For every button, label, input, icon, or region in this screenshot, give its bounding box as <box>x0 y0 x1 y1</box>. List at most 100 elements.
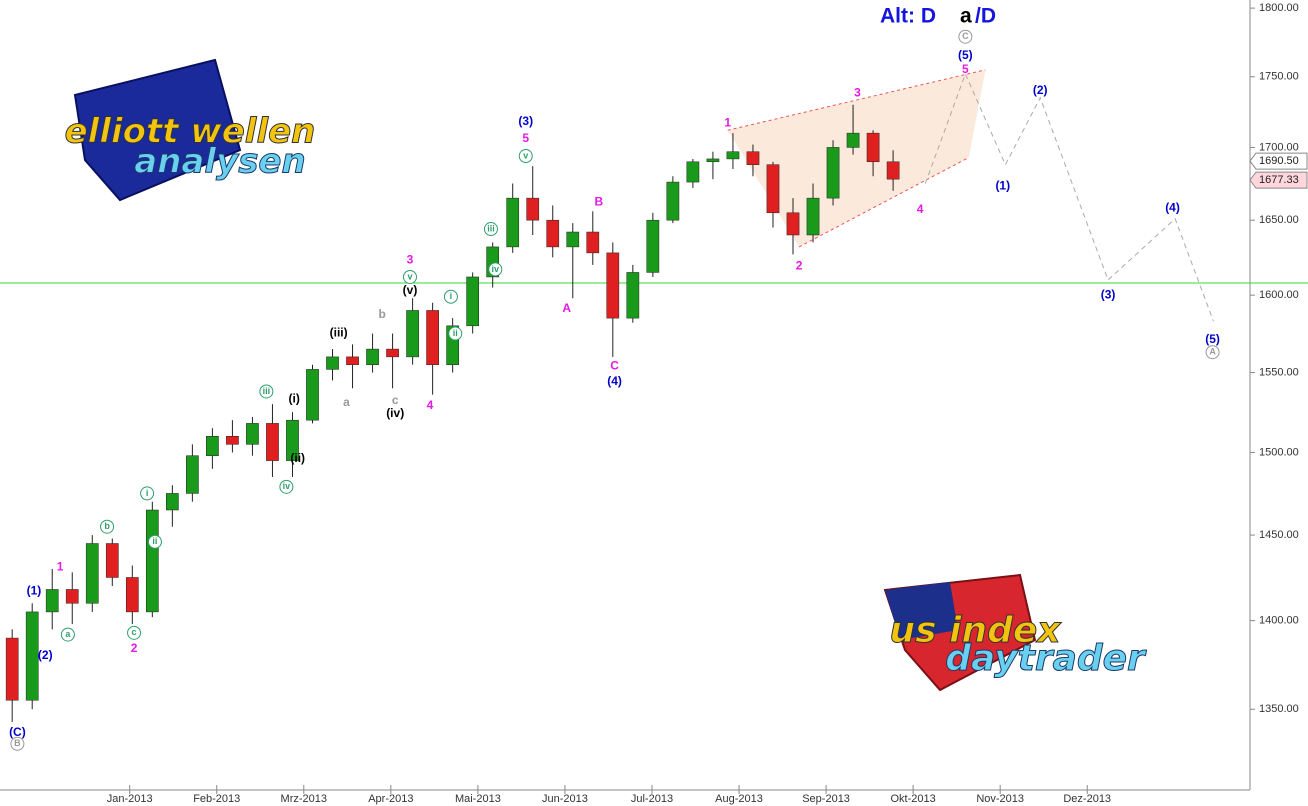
wave-label: B <box>595 195 604 209</box>
projection-path <box>924 72 1214 322</box>
candle-body <box>766 164 780 214</box>
wave-label: C <box>962 31 969 41</box>
x-tick-label: Dez-2013 <box>1063 793 1111 805</box>
logo-elliott: elliott wellen analysen <box>64 58 316 202</box>
candle-body <box>566 231 580 248</box>
wave-label: c <box>392 393 399 407</box>
logo-flag-canton <box>885 582 958 640</box>
wave-circle <box>488 262 503 277</box>
wave-label: (1) <box>27 583 42 597</box>
wave-label: (ii) <box>290 451 305 465</box>
candle-body <box>145 509 159 613</box>
y-tick-label: 1700.00 <box>1259 141 1299 153</box>
wave-label: c <box>132 627 137 637</box>
wave-label: 4 <box>427 398 434 412</box>
candle-body <box>386 348 399 358</box>
header-label: /D <box>975 5 996 28</box>
candle-body <box>266 423 279 461</box>
candle-body <box>866 132 880 163</box>
candle-body <box>806 197 820 236</box>
wave-label: 2 <box>796 259 803 273</box>
y-tick-label: 1550.00 <box>1259 366 1299 378</box>
wave-circle <box>483 222 498 237</box>
wave-label: 1 <box>724 115 731 129</box>
wave-circle <box>402 269 417 284</box>
candle-body <box>786 212 800 236</box>
candle-body <box>326 356 339 370</box>
x-tick-label: Feb-2013 <box>193 793 240 805</box>
wave-label: i <box>450 291 453 301</box>
x-tick-label: Okt-2013 <box>891 793 936 805</box>
wave-label: (4) <box>1165 201 1180 215</box>
wave-label: B <box>14 738 21 748</box>
wave-label: (1) <box>995 179 1010 193</box>
candle-body <box>306 369 319 421</box>
wave-label: (2) <box>38 648 53 662</box>
logo-us: us index daytrader <box>883 573 1148 692</box>
wave-label: 4 <box>917 202 924 216</box>
candle-body <box>226 436 239 445</box>
candle-body <box>546 219 560 248</box>
wave-circle <box>958 29 973 44</box>
wave-label: 5 <box>522 131 529 145</box>
wave-circle <box>60 627 75 642</box>
y-tick-label: 1600.00 <box>1259 289 1299 301</box>
candle-body <box>706 158 720 163</box>
candle-body <box>85 543 99 604</box>
logo-flag <box>73 58 242 202</box>
wave-label: C <box>610 358 619 372</box>
candle-body <box>726 151 740 160</box>
wave-label: (3) <box>518 114 533 128</box>
candle-body <box>5 637 19 701</box>
candle-body <box>426 310 439 365</box>
x-tick-label: Sep-2013 <box>802 793 850 805</box>
x-tick-label: Nov-2013 <box>976 793 1024 805</box>
header-label: Alt: D <box>880 5 936 28</box>
wave-label: (v) <box>403 283 418 297</box>
x-tick-label: Jun-2013 <box>542 793 588 805</box>
wave-label: (i) <box>289 392 300 406</box>
wave-label: A <box>1209 347 1216 357</box>
x-tick-label: Mai-2013 <box>455 793 501 805</box>
wave-label: i <box>146 488 149 498</box>
candle-body <box>626 272 640 319</box>
y-tick-label: 1800.00 <box>1259 2 1299 14</box>
candle-body <box>886 161 900 180</box>
candle-body <box>406 310 419 358</box>
wave-label: 2 <box>131 641 138 655</box>
wave-circle <box>140 486 155 501</box>
y-tick-label: 1350.00 <box>1259 703 1299 715</box>
wave-label: A <box>562 301 571 315</box>
logo-text: analysen <box>134 142 305 182</box>
wave-label: (iii) <box>330 326 348 340</box>
y-tick-label: 1750.00 <box>1259 71 1299 83</box>
wave-label: 3 <box>854 86 861 100</box>
candle-body <box>366 348 379 365</box>
x-tick-label: Aug-2013 <box>715 793 763 805</box>
wave-circle <box>279 479 294 494</box>
wave-label: ii <box>152 536 157 546</box>
candle-body <box>686 161 700 183</box>
wedge-line <box>727 69 986 131</box>
x-tick-label: Jan-2013 <box>107 793 153 805</box>
wave-label: (4) <box>607 374 622 388</box>
wave-circle <box>259 384 274 399</box>
candle-body <box>246 423 259 445</box>
logo-text: daytrader <box>945 638 1147 679</box>
wave-label: (5) <box>958 48 973 62</box>
price-marker-label: 1690.50 <box>1259 155 1299 167</box>
wave-label: 1 <box>57 559 64 573</box>
wave-label: iii <box>487 223 495 233</box>
wave-label: iii <box>263 386 271 396</box>
wave-circle <box>518 149 533 164</box>
candle-body <box>125 577 139 613</box>
candle-body <box>45 589 59 613</box>
candle-body <box>586 231 600 254</box>
y-tick-label: 1400.00 <box>1259 615 1299 627</box>
wave-label: v <box>407 271 412 281</box>
wave-label: 3 <box>407 253 414 267</box>
wave-circle <box>448 326 463 341</box>
wedge-line <box>798 157 970 248</box>
header-label: a <box>960 5 972 28</box>
